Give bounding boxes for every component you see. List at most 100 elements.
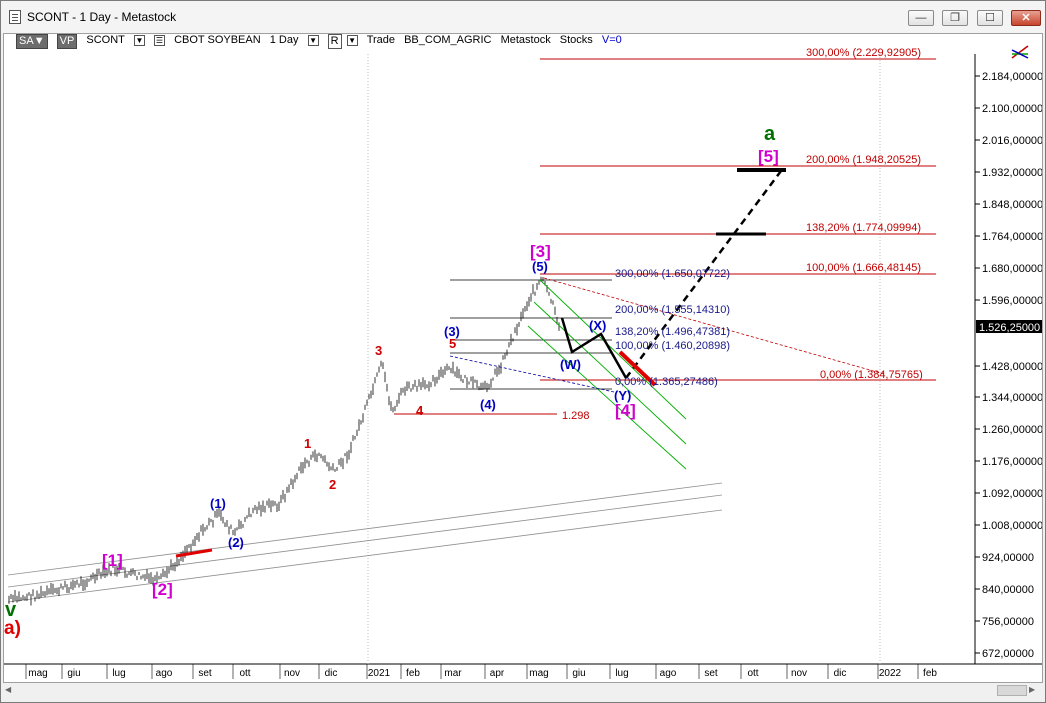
dashed-trendline-upper — [543, 277, 885, 375]
r-button[interactable]: R — [327, 34, 342, 49]
wave-label-v: v — [5, 599, 17, 621]
price-tick-label: 1.176,00000 — [982, 456, 1042, 468]
time-tick-label: ago — [156, 668, 173, 679]
price-tick-label: 1.596,00000 — [982, 295, 1042, 307]
period-dropdown-icon[interactable]: ▼ — [307, 35, 319, 46]
fib-label-138: 138,20% (1.774,09994) — [806, 222, 921, 234]
wave-label-minor-5: 5 — [449, 336, 456, 351]
wave-label-minor-1: 1 — [304, 436, 311, 451]
wave-label-1-paren: (1) — [210, 496, 226, 511]
price-tick-label: 1.008,00000 — [982, 520, 1042, 532]
fib-mid-label-0: 0,00% (1.365,27486) — [615, 376, 718, 388]
title-bar[interactable]: SCONT - 1 Day - Metastock — ❐ ☐ ✕ — [1, 1, 1045, 33]
time-tick-label: giu — [67, 668, 80, 679]
wave-label-Y: (Y) — [614, 388, 631, 403]
maximize-button[interactable]: ☐ — [977, 10, 1003, 26]
wave-label-5-bracket: [5] — [758, 147, 779, 166]
fib-mid-label-138: 138,20% (1.496,47381) — [615, 326, 730, 338]
fib-mid-label-200: 200,00% (1.555,14310) — [615, 304, 730, 316]
time-tick-label: set — [704, 668, 718, 679]
minimize-pane-button[interactable]: — — [908, 10, 934, 26]
current-price-label: 1.526,25000 — [979, 322, 1040, 334]
close-icon: ✕ — [1021, 12, 1031, 24]
time-tick-label: nov — [284, 668, 300, 679]
price-tick-label: 2.100,00000 — [982, 103, 1042, 115]
wave-label-a: a — [764, 123, 776, 145]
wxy-projection-path — [560, 317, 628, 379]
price-bars — [8, 276, 560, 606]
vp-button[interactable]: VP — [56, 34, 78, 49]
time-tick-label: nov — [791, 668, 807, 679]
time-axis: mag giu lug ago set ott nov dic 2021 feb mar apr mag… — [25, 54, 937, 679]
price-tick-label: 1.848,00000 — [982, 199, 1042, 211]
time-tick-label: mar — [444, 668, 462, 679]
drawing-tool-icon[interactable] — [1009, 43, 1031, 61]
wave-label-2-paren: (2) — [228, 535, 244, 550]
volume-label: V=0 — [601, 34, 622, 46]
chart-info-bar: SA▼ VP SCONT ▼ ☰ CBOT SOYBEAN 1 Day ▼ R … — [16, 34, 628, 50]
source-label: Metastock — [500, 34, 551, 46]
wave-label-minor-4: 4 — [416, 403, 424, 418]
correction-channel — [527, 279, 687, 470]
wave-label-X: (X) — [589, 318, 606, 333]
trade-label: Trade — [366, 34, 396, 46]
restore-pane-button[interactable]: ❐ — [942, 10, 968, 26]
time-tick-label: set — [198, 668, 212, 679]
time-tick-label: ago — [660, 668, 677, 679]
price-tick-label: 756,00000 — [982, 616, 1034, 628]
time-tick-label: ott — [747, 668, 758, 679]
fib-retracement-lines — [450, 279, 612, 390]
time-tick-label: mag — [529, 668, 548, 679]
price-tick-label: 1.680,00000 — [982, 263, 1042, 275]
chart-document-icon — [9, 10, 21, 24]
price-tick-label: 1.092,00000 — [982, 488, 1042, 500]
wave-5-projection-path — [624, 166, 786, 379]
price-tick-label: 1.764,00000 — [982, 231, 1042, 243]
time-tick-label: ott — [239, 668, 250, 679]
price-tick-label: 1.344,00000 — [982, 392, 1042, 404]
current-price-tag — [976, 320, 1042, 333]
price-tick-label: 2.184,00000 — [982, 71, 1042, 83]
time-tick-label: dic — [834, 668, 847, 679]
security-menu-icon[interactable]: ☰ — [154, 35, 166, 46]
window-title: SCONT - 1 Day - Metastock — [27, 10, 177, 24]
fib-extension-lines — [540, 58, 936, 381]
price-axis: 2.184,00000 2.100,00000 2.016,00000 1.932,0… — [975, 71, 1042, 660]
scroll-left-icon[interactable]: ◀ — [5, 685, 12, 694]
wave-label-a-paren: a) — [4, 618, 21, 639]
scroll-right-icon[interactable]: ▶ — [1029, 685, 1036, 694]
wave-label-3-bracket: [3] — [530, 242, 551, 261]
dashed-trendline-lower — [449, 355, 615, 393]
sa-button[interactable]: SA▼ — [16, 34, 48, 49]
fib-label-0: 0,00% (1.384,75765) — [820, 369, 923, 381]
symbol-dropdown-icon[interactable]: ▼ — [133, 35, 145, 46]
close-button[interactable]: ✕ — [1011, 10, 1041, 26]
wave-label-2-bracket: [2] — [152, 580, 173, 599]
price-tick-label: 924,00000 — [982, 552, 1034, 564]
wave-label-minor-3: 3 — [375, 343, 382, 358]
wave-label-4-bracket: [4] — [615, 401, 636, 420]
price-tick-label: 2.016,00000 — [982, 135, 1042, 147]
support-label: 1.298 — [562, 410, 590, 422]
fib-mid-label-300: 300,00% (1.650,07722) — [615, 268, 730, 280]
time-tick-label: feb — [923, 668, 937, 679]
time-tick-label: 2021 — [368, 668, 391, 679]
price-chart[interactable]: 2.184,00000 2.100,00000 2.016,00000 1.932,0… — [4, 34, 1042, 682]
fib-label-200: 200,00% (1.948,20525) — [806, 154, 921, 166]
period-label: 1 Day — [269, 34, 299, 46]
sa-label: SA — [19, 35, 34, 47]
time-tick-label: lug — [615, 668, 628, 679]
chart-area[interactable]: 2.184,00000 2.100,00000 2.016,00000 1.932,0… — [3, 33, 1043, 683]
r-dropdown-icon[interactable]: ▼ — [346, 35, 358, 46]
time-tick-label: feb — [406, 668, 420, 679]
fib-label-300: 300,00% (2.229,92905) — [806, 47, 921, 59]
wave-label-1-bracket: [1] — [102, 551, 123, 570]
price-tick-label: 1.260,00000 — [982, 424, 1042, 436]
wave-label-W: (W) — [560, 357, 581, 372]
symbol-label: SCONT — [86, 34, 125, 46]
scroll-thumb[interactable] — [997, 685, 1027, 696]
security-name-label: CBOT SOYBEAN — [174, 34, 261, 46]
time-tick-label: giu — [572, 668, 585, 679]
horizontal-scrollbar[interactable]: ◀ ▶ — [3, 683, 1043, 698]
